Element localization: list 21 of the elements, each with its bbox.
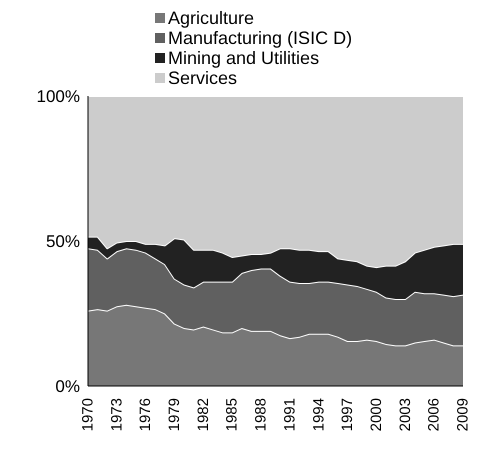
x-tick-label: 2009 <box>454 398 472 432</box>
x-tick-label: 1994 <box>310 398 328 432</box>
legend-label: Mining and Utilities <box>168 48 320 68</box>
x-tick-label: 2003 <box>396 398 414 432</box>
x-tick-label: 1973 <box>108 398 126 432</box>
legend-label: Services <box>168 68 238 88</box>
x-tick-label: 1979 <box>166 398 184 432</box>
x-tick-label: 1970 <box>80 398 96 432</box>
legend-label: Manufacturing (ISIC D) <box>168 28 352 48</box>
y-tick-label: 100% <box>36 87 80 106</box>
x-tick-label: 1985 <box>224 398 241 432</box>
x-tick-label: 1991 <box>281 398 298 432</box>
x-tick-label: 2000 <box>368 398 385 432</box>
x-tick-label: 2006 <box>426 398 443 432</box>
y-tick-label: 0% <box>55 377 80 396</box>
x-tick-label: 1988 <box>252 398 270 432</box>
x-tick-label: 1976 <box>137 398 154 432</box>
x-tick-label: 1997 <box>339 398 356 432</box>
legend-label: Agriculture <box>168 8 254 28</box>
x-tick-label: 1982 <box>194 398 212 432</box>
y-tick-label: 50% <box>46 232 80 252</box>
